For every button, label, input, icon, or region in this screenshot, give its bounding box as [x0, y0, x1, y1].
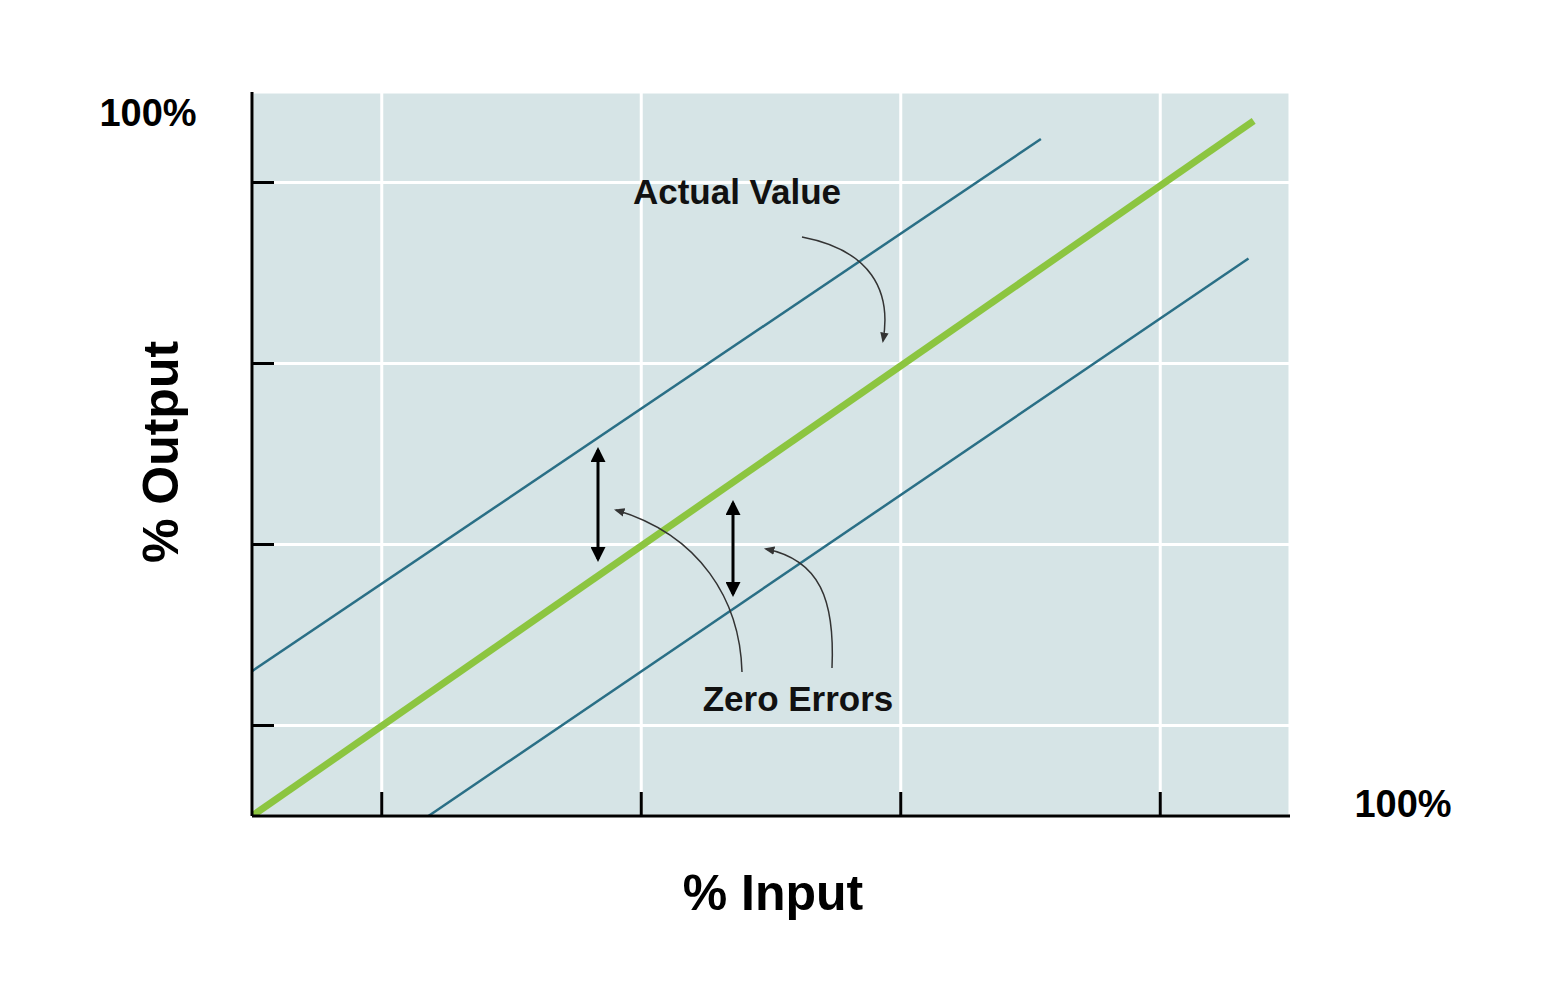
svg-text:Actual Value: Actual Value — [633, 172, 841, 211]
svg-text:% Input: % Input — [683, 865, 864, 921]
svg-text:100%: 100% — [1354, 783, 1451, 825]
svg-text:% Output: % Output — [133, 341, 189, 564]
svg-text:Zero Errors: Zero Errors — [703, 679, 894, 718]
svg-text:100%: 100% — [99, 92, 196, 134]
